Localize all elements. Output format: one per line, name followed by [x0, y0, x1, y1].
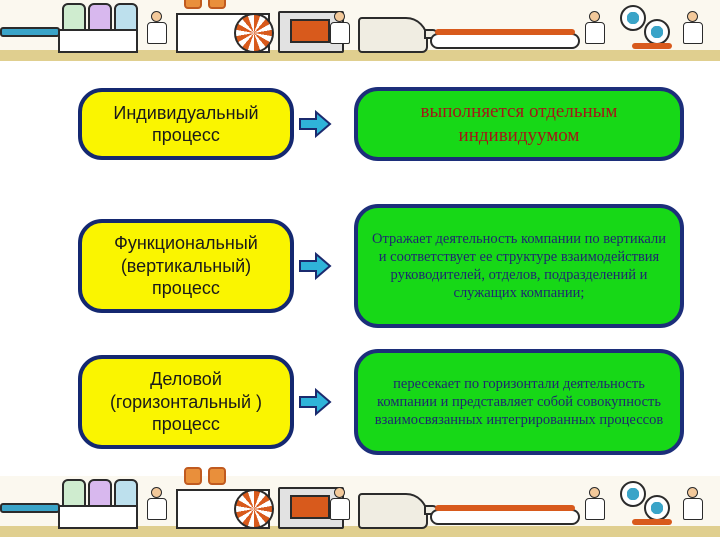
row-individual: Индивидуальный процесс выполняется отдел…: [0, 82, 720, 166]
desc-functional-process: Отражает деятельность компании по вертик…: [354, 204, 684, 328]
desc-individual-process: выполняется отдельным индивидуумом: [354, 87, 684, 161]
right-label-text: выполняется отдельным индивидуумом: [368, 100, 670, 148]
arrow-icon: [298, 387, 332, 417]
factory-strip-top: [0, 0, 720, 64]
right-label-text: Отражает деятельность компании по вертик…: [368, 230, 670, 303]
row-business: Деловой (горизонтальный ) процесс пересе…: [0, 348, 720, 456]
row-functional: Функциональный (вертикальный) процесс От…: [0, 204, 720, 328]
label-functional-process: Функциональный (вертикальный) процесс: [78, 219, 294, 313]
left-label-text: Индивидуальный процесс: [92, 102, 280, 147]
process-types-diagram: Индивидуальный процесс выполняется отдел…: [0, 74, 720, 466]
left-label-text: Деловой (горизонтальный ) процесс: [92, 368, 280, 436]
label-individual-process: Индивидуальный процесс: [78, 88, 294, 160]
label-business-process: Деловой (горизонтальный ) процесс: [78, 355, 294, 449]
left-label-text: Функциональный (вертикальный) процесс: [92, 232, 280, 300]
arrow-icon: [298, 109, 332, 139]
arrow-icon: [298, 251, 332, 281]
desc-business-process: пересекает по горизонтали деятельность к…: [354, 349, 684, 455]
right-label-text: пересекает по горизонтали деятельность к…: [368, 375, 670, 429]
factory-strip-bottom: [0, 476, 720, 540]
